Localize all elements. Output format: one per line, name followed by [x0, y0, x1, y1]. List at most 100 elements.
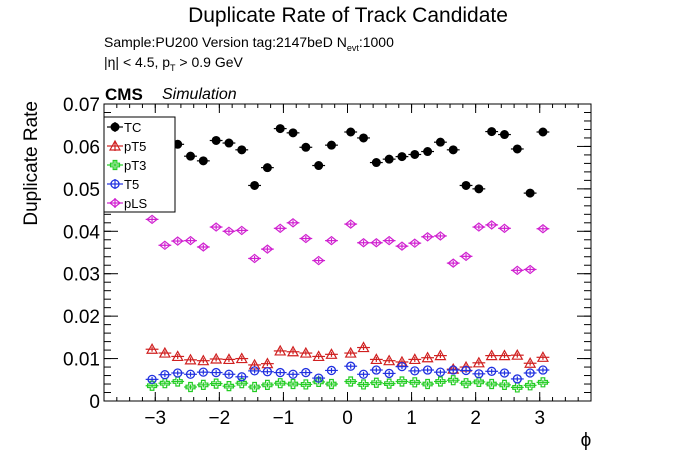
pt5-point: [171, 350, 184, 362]
pls-point: [370, 237, 383, 248]
t5-point: [384, 368, 394, 379]
pls-point: [447, 258, 460, 268]
pls-point: [235, 225, 248, 236]
pt3-point: [473, 376, 484, 388]
pls-point: [261, 244, 274, 254]
pls-point: [460, 251, 473, 262]
tc-point: [275, 124, 285, 134]
t5-point: [249, 366, 260, 376]
t5-point: [538, 365, 548, 375]
pt3-point: [326, 378, 337, 390]
t5-point: [198, 367, 208, 377]
cuts-subscript: T: [170, 62, 176, 73]
pls-point: [511, 265, 524, 276]
pt3-point: [435, 376, 446, 387]
pls-point: [222, 226, 235, 237]
tc-point: [525, 188, 535, 198]
pt3-point: [172, 376, 183, 387]
x-tick-label: −2: [209, 408, 231, 429]
t5-point: [422, 365, 433, 375]
legend-label-pls: pLS: [124, 196, 147, 211]
pt3-point: [159, 378, 170, 389]
tc-point: [237, 145, 247, 155]
cuts-text-pre: |η| < 4.5, p: [104, 54, 171, 70]
pls-point: [434, 231, 447, 241]
pt3-point: [499, 379, 510, 390]
t5-point: [371, 365, 381, 375]
t5-point: [448, 365, 458, 375]
pt5-point: [408, 353, 421, 365]
pls-point: [197, 242, 210, 252]
t5-point: [224, 369, 234, 379]
t5-point: [410, 366, 420, 376]
legend-marker-pt5: [108, 139, 122, 151]
cuts-info: |η| < 4.5, pT > 0.9 GeV: [104, 54, 243, 73]
pt5-point: [287, 345, 300, 357]
t5-point: [185, 369, 196, 379]
x-tick-label: 2: [470, 408, 481, 429]
pt5-point: [344, 346, 357, 358]
pt3-point: [396, 376, 408, 387]
pls-point: [357, 237, 370, 248]
tc-point: [371, 158, 381, 168]
t5-point: [173, 368, 183, 378]
cuts-text-post: > 0.9 GeV: [175, 54, 243, 70]
y-tick-label: 0.05: [63, 180, 100, 201]
y-tick-label: 0: [89, 392, 100, 413]
pt5-point: [421, 351, 434, 363]
sample-info: Sample:PU200 Version tag:2147beD Nevt:10…: [104, 34, 394, 53]
pt3-point: [275, 378, 286, 389]
pls-point: [184, 235, 197, 246]
pls-point: [498, 223, 511, 234]
pt3-point: [300, 379, 311, 390]
tc-point: [384, 154, 394, 164]
pls-point: [171, 236, 184, 246]
pls-point: [312, 255, 325, 266]
t5-point: [326, 365, 337, 376]
pls-point: [344, 219, 357, 229]
t5-point: [211, 367, 221, 378]
legend-label-pt3: pT3: [124, 158, 146, 173]
pls-point: [383, 235, 396, 246]
t5-point: [499, 368, 510, 378]
pt5-point: [472, 356, 485, 368]
pls-point: [485, 220, 498, 230]
pls-point: [274, 223, 287, 234]
pt3-point: [211, 378, 222, 389]
y-tick-label: 0.03: [63, 265, 100, 286]
pls-point: [421, 232, 434, 242]
tc-point: [538, 127, 548, 137]
pls-point: [158, 240, 171, 251]
x-tick-label: 0: [342, 408, 353, 429]
tc-point: [250, 180, 260, 190]
pt5-point: [485, 349, 498, 361]
pt5-point: [222, 353, 235, 365]
tc-point: [448, 145, 458, 155]
pt5-point: [325, 348, 338, 359]
nevt-subscript: evt: [346, 42, 359, 53]
tc-point: [397, 152, 407, 162]
tc-point: [314, 161, 324, 171]
t5-point: [262, 367, 273, 377]
pt5-point: [357, 341, 370, 353]
t5-point: [525, 368, 535, 378]
t5-point: [160, 370, 170, 380]
pls-point: [210, 222, 223, 232]
pt5-point: [434, 349, 447, 361]
pt3-point: [185, 381, 196, 393]
chart-title: Duplicate Rate of Track Candidate: [188, 4, 508, 27]
pls-point: [396, 241, 408, 251]
legend-marker-pls: [109, 198, 121, 208]
tc-point: [474, 184, 484, 194]
nevt-value: :1000: [358, 34, 394, 50]
pt3-point: [249, 381, 260, 393]
y-tick-label: 0.06: [63, 137, 100, 158]
pt5-point: [536, 351, 549, 362]
tc-point: [224, 138, 234, 148]
legend-label-tc: TC: [124, 120, 141, 135]
pt3-point: [236, 378, 247, 389]
x-tick-label: −3: [144, 408, 166, 429]
y-axis-label: Duplicate Rate: [21, 101, 42, 226]
pt3-point: [512, 382, 523, 393]
